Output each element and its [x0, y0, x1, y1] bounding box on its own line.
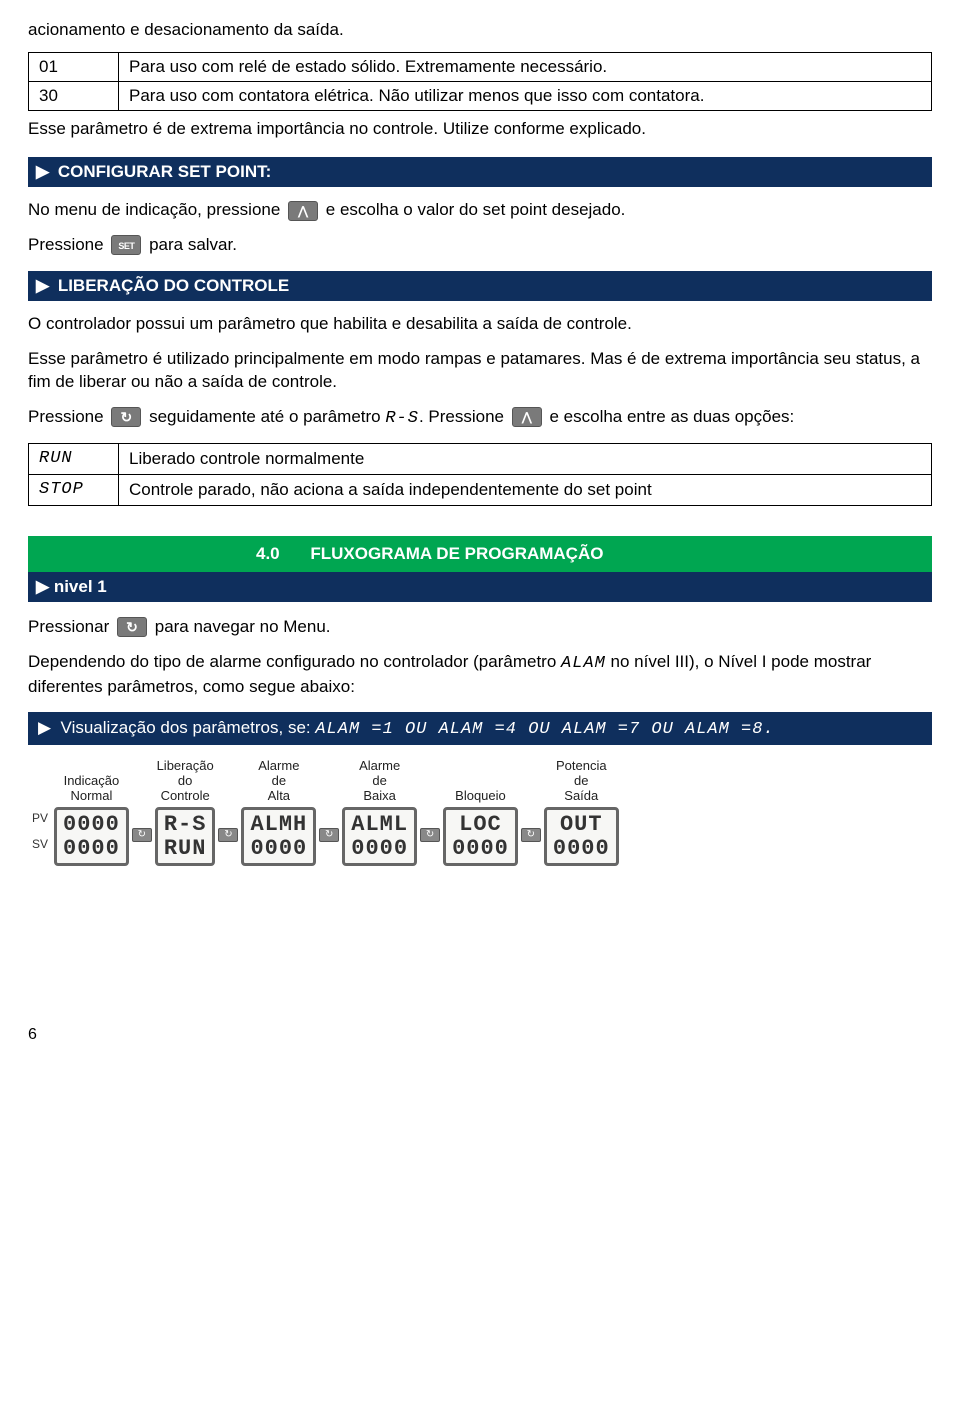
flow-node: Alarme de Alta ALMH 0000 [241, 755, 316, 865]
lcd-pv: LOC [452, 813, 509, 836]
table-row: 01 Para uso com relé de estado sólido. E… [29, 53, 932, 82]
flow-arrow-icon: ↻ [319, 828, 339, 842]
cycle-button-icon [111, 407, 141, 427]
flow-label: Alarme de Alta [258, 755, 299, 803]
lcd-pv: OUT [553, 813, 610, 836]
flow-node: Liberação do Controle R-S RUN [155, 755, 216, 865]
flow-label: Liberação do Controle [157, 755, 214, 803]
flux-line1: Pressionar para navegar no Menu. [28, 616, 932, 639]
flow-axis-labels: PV SV [32, 761, 48, 861]
param-desc: Para uso com relé de estado sólido. Extr… [119, 53, 932, 82]
param-code: 30 [29, 82, 119, 111]
lcd-pv: 0000 [63, 813, 120, 836]
vis-header: ▶ Visualização dos parâmetros, se: ALAM … [28, 712, 932, 745]
text: seguidamente até o parâmetro [149, 407, 381, 426]
flow-label: Alarme de Baixa [359, 755, 400, 803]
text: Pressionar [28, 617, 109, 636]
text: Pressione [28, 235, 104, 254]
flow-arrow-icon: ↻ [420, 828, 440, 842]
flow-node: Indicação Normal 0000 0000 [54, 755, 129, 865]
lcd-display: LOC 0000 [443, 807, 518, 865]
option-code: STOP [29, 474, 119, 505]
flow-arrow-icon: ↻ [218, 828, 238, 842]
lcd-sv: 0000 [351, 837, 408, 860]
section-setpoint-header: ▶ CONFIGURAR SET POINT: [28, 157, 932, 187]
flow-label: Bloqueio [455, 755, 506, 803]
sv-label: SV [32, 831, 48, 857]
table-row: 30 Para uso com contatora elétrica. Não … [29, 82, 932, 111]
param-code: ALAM [561, 654, 606, 673]
text: Visualização dos parâmetros, se: [61, 718, 316, 737]
section-number: 4.0 [256, 544, 280, 563]
lcd-pv: ALMH [250, 813, 307, 836]
section-liberacao-header: ▶ LIBERAÇÃO DO CONTROLE [28, 271, 932, 301]
option-desc: Controle parado, não aciona a saída inde… [119, 474, 932, 505]
flux-subheader: ▶ nivel 1 [28, 572, 932, 602]
intro-line: acionamento e desacionamento da saída. [28, 20, 932, 40]
arrow-icon: ▶ [36, 577, 49, 596]
param-code: R-S [385, 409, 419, 428]
flow-label: Potencia de Saída [556, 755, 607, 803]
section-title: CONFIGURAR SET POINT: [58, 162, 271, 181]
flow-label: Indicação Normal [64, 755, 120, 803]
lcd-sv: 0000 [452, 837, 509, 860]
up-button-icon [512, 407, 542, 427]
lcd-sv: RUN [164, 837, 207, 860]
lcd-sv: 0000 [250, 837, 307, 860]
up-button-icon [288, 201, 318, 221]
lcd-sv: 0000 [63, 837, 120, 860]
flow-arrow-icon: ↻ [132, 828, 152, 842]
liberacao-p1: O controlador possui um parâmetro que ha… [28, 313, 932, 336]
pv-label: PV [32, 805, 48, 831]
arrow-icon: ▶ [38, 718, 51, 737]
note-text: Esse parâmetro é de extrema importância … [28, 119, 932, 139]
section-title: FLUXOGRAMA DE PROGRAMAÇÃO [310, 544, 603, 563]
text: Pressione [28, 407, 104, 426]
setpoint-line2: Pressione para salvar. [28, 234, 932, 257]
set-button-icon [111, 235, 141, 255]
flow-diagram: PV SV Indicação Normal 0000 0000 ↻ Liber… [28, 755, 932, 865]
lcd-pv: R-S [164, 813, 207, 836]
table-row: RUN Liberado controle normalmente [29, 443, 932, 474]
lcd-sv: 0000 [553, 837, 610, 860]
text: Dependendo do tipo de alarme configurado… [28, 652, 561, 671]
section-title: LIBERAÇÃO DO CONTROLE [58, 276, 289, 295]
flow-node: Potencia de Saída OUT 0000 [544, 755, 619, 865]
arrow-icon: ▶ [36, 276, 49, 295]
setpoint-line1: No menu de indicação, pressione e escolh… [28, 199, 932, 222]
text: e escolha entre as duas opções: [549, 407, 794, 426]
text: . Pressione [419, 407, 504, 426]
flow-node: Bloqueio LOC 0000 [443, 755, 518, 865]
lcd-pv: ALML [351, 813, 408, 836]
options-table: RUN Liberado controle normalmente STOP C… [28, 443, 932, 506]
liberacao-p2: Esse parâmetro é utilizado principalment… [28, 348, 932, 394]
flux-p2: Dependendo do tipo de alarme configurado… [28, 651, 932, 699]
option-desc: Liberado controle normalmente [119, 443, 932, 474]
lcd-display: ALMH 0000 [241, 807, 316, 865]
liberacao-p3: Pressione seguidamente até o parâmetro R… [28, 406, 932, 431]
sub-title: nivel 1 [54, 577, 107, 596]
param-code: 01 [29, 53, 119, 82]
text: para salvar. [149, 235, 237, 254]
text: No menu de indicação, pressione [28, 200, 280, 219]
flux-header: 4.0 FLUXOGRAMA DE PROGRAMAÇÃO [28, 536, 932, 572]
flow-node: Alarme de Baixa ALML 0000 [342, 755, 417, 865]
param-table: 01 Para uso com relé de estado sólido. E… [28, 52, 932, 111]
text: para navegar no Menu. [155, 617, 331, 636]
table-row: STOP Controle parado, não aciona a saída… [29, 474, 932, 505]
cycle-button-icon [117, 617, 147, 637]
page-number: 6 [28, 1026, 932, 1044]
flow-arrow-icon: ↻ [521, 828, 541, 842]
param-desc: Para uso com contatora elétrica. Não uti… [119, 82, 932, 111]
condition-text: ALAM =1 OU ALAM =4 OU ALAM =7 OU ALAM =8… [315, 720, 774, 739]
arrow-icon: ▶ [36, 162, 49, 181]
option-code: RUN [29, 443, 119, 474]
lcd-display: R-S RUN [155, 807, 216, 865]
lcd-display: OUT 0000 [544, 807, 619, 865]
lcd-display: 0000 0000 [54, 807, 129, 865]
lcd-display: ALML 0000 [342, 807, 417, 865]
text: e escolha o valor do set point desejado. [326, 200, 626, 219]
